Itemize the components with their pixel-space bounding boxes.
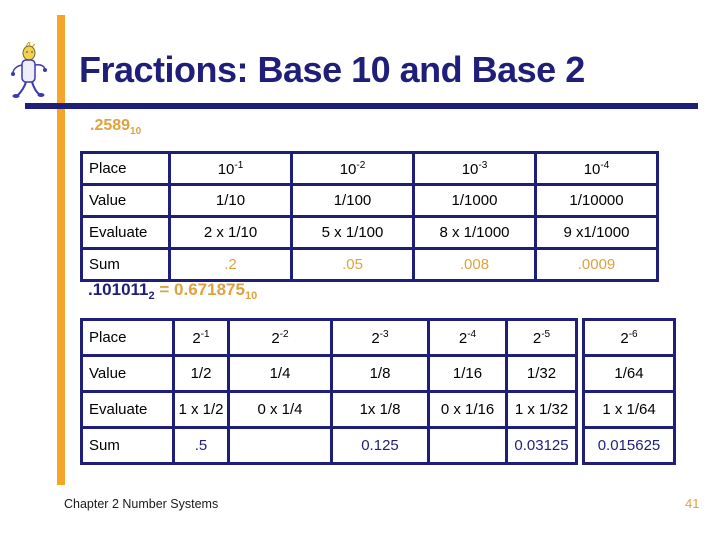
binary-base-subscript: 2 (148, 290, 155, 302)
decimal-fraction-heading: .258910 (90, 117, 141, 137)
decimal-result: 0.67187510 (174, 280, 258, 302)
value-cell: 1/2 (172, 354, 230, 393)
value-cell: 1/16 (427, 354, 508, 393)
base2-place-row: Place 2-1 2-2 2-3 2-4 2-5 (80, 318, 578, 357)
base10-sum-row: Sum .2 .05 .008 .0009 (80, 247, 659, 282)
accent-vertical-bar (57, 15, 65, 485)
value-cell: 1/4 (227, 354, 333, 393)
result-base-subscript: 10 (244, 290, 258, 302)
place-cell: 10-2 (290, 151, 415, 186)
place-cell: 2-1 (172, 318, 230, 357)
row-label: Sum (80, 426, 175, 465)
place-cell: 2-6 (582, 318, 676, 357)
place-cell: 10-4 (534, 151, 659, 186)
row-label: Value (80, 183, 171, 218)
row-label: Value (80, 354, 175, 393)
sum-cell: .008 (412, 247, 537, 282)
binary-number: .1010112 (88, 280, 155, 302)
base10-evaluate-row: Evaluate 2 x 1/10 5 x 1/100 8 x 1/1000 9… (80, 215, 659, 250)
base2-table-main: Place 2-1 2-2 2-3 2-4 2-5 Value 1/2 1/4 … (80, 318, 578, 465)
place-cell: 2-5 (505, 318, 578, 357)
evaluate-cell: 9 x1/1000 (534, 215, 659, 250)
value-cell: 1/64 (582, 354, 676, 393)
row-label: Place (80, 151, 171, 186)
row-label: Evaluate (80, 390, 175, 429)
value-cell: 1/1000 (412, 183, 537, 218)
place-cell: 2-2 (227, 318, 333, 357)
evaluate-cell: 1 x 1/64 (582, 390, 676, 429)
page-title: Fractions: Base 10 and Base 2 (79, 49, 585, 90)
value-cell: 1/8 (330, 354, 430, 393)
base10-place-row: Place 10-1 10-2 10-3 10-4 (80, 151, 659, 186)
value-cell: 1/100 (290, 183, 415, 218)
evaluate-cell: 2 x 1/10 (168, 215, 293, 250)
evaluate-cell: 1x 1/8 (330, 390, 430, 429)
base2-sum-row: Sum .5 0.125 0.03125 (80, 426, 578, 465)
sum-cell: .05 (290, 247, 415, 282)
base10-table: Place 10-1 10-2 10-3 10-4 Value 1/10 1/1… (80, 151, 659, 282)
row-label: Place (80, 318, 175, 357)
evaluate-cell: 0 x 1/4 (227, 390, 333, 429)
value-cell: 1/32 (505, 354, 578, 393)
row-label: Evaluate (80, 215, 171, 250)
mascot-icon (11, 42, 47, 98)
binary-fraction-heading: .1010112 = 0.67187510 (88, 280, 257, 302)
base2-table-last-column: 2-6 1/64 1 x 1/64 0.015625 (582, 318, 676, 465)
sum-cell (227, 426, 333, 465)
sum-cell: 0.125 (330, 426, 430, 465)
equals-sign: = (159, 280, 170, 299)
title-divider (25, 103, 698, 109)
sum-cell (427, 426, 508, 465)
base2-evaluate-row: Evaluate 1 x 1/2 0 x 1/4 1x 1/8 0 x 1/16… (80, 390, 578, 429)
place-cell: 2-4 (427, 318, 508, 357)
sum-cell: 0.015625 (582, 426, 676, 465)
evaluate-cell: 1 x 1/2 (172, 390, 230, 429)
slide-page-number: 41 (685, 496, 700, 511)
sum-cell: 0.03125 (505, 426, 578, 465)
sum-cell: .5 (172, 426, 230, 465)
decimal-number: .2589 (90, 117, 131, 134)
sum-cell: .2 (168, 247, 293, 282)
decimal-base-subscript: 10 (130, 126, 142, 137)
value-cell: 1/10 (168, 183, 293, 218)
place-cell: 2-3 (330, 318, 430, 357)
footer-chapter-label: Chapter 2 Number Systems (64, 497, 219, 511)
sum-cell: .0009 (534, 247, 659, 282)
row-label: Sum (80, 247, 171, 282)
evaluate-cell: 5 x 1/100 (290, 215, 415, 250)
evaluate-cell: 0 x 1/16 (427, 390, 508, 429)
place-cell: 10-1 (168, 151, 293, 186)
value-cell: 1/10000 (534, 183, 659, 218)
evaluate-cell: 8 x 1/1000 (412, 215, 537, 250)
base2-value-row: Value 1/2 1/4 1/8 1/16 1/32 (80, 354, 578, 393)
base10-value-row: Value 1/10 1/100 1/1000 1/10000 (80, 183, 659, 218)
place-cell: 10-3 (412, 151, 537, 186)
evaluate-cell: 1 x 1/32 (505, 390, 578, 429)
